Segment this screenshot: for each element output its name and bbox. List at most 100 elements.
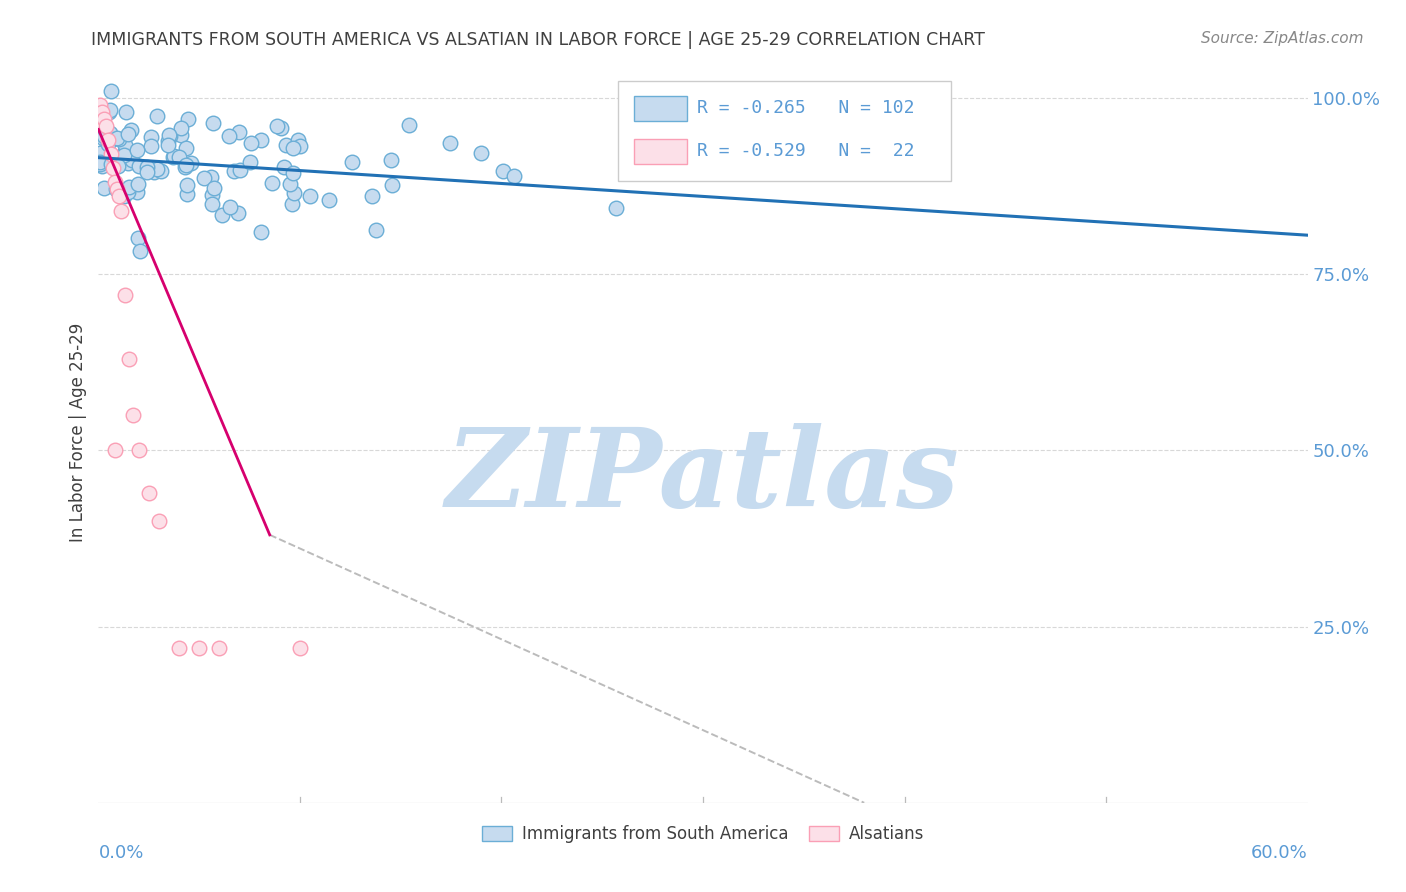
Point [127, 230, 149, 244]
FancyBboxPatch shape [634, 138, 688, 164]
Point [281, 196, 304, 211]
Point [239, 155, 262, 169]
Point [605, 201, 627, 215]
Point [228, 125, 250, 139]
Point [105, 182, 128, 196]
Point [266, 119, 288, 133]
Point [298, 189, 321, 203]
Point [115, 105, 138, 120]
Point [96, 119, 118, 133]
Point [200, 169, 222, 184]
Point [239, 136, 262, 150]
Point [107, 160, 129, 174]
FancyBboxPatch shape [634, 95, 688, 121]
Point [176, 186, 198, 201]
Point [91, 159, 114, 173]
Point [143, 165, 166, 179]
Point [287, 133, 309, 147]
Point [201, 188, 224, 202]
Point [100, 84, 122, 98]
Point [398, 119, 420, 133]
Point [125, 186, 148, 200]
Point [167, 640, 190, 655]
Point [177, 112, 200, 127]
Point [380, 153, 402, 167]
Point [107, 189, 129, 203]
Point [366, 223, 388, 237]
Point [121, 153, 143, 167]
Point [139, 130, 162, 145]
Point [138, 485, 160, 500]
Point [218, 200, 240, 214]
Point [89, 157, 111, 171]
Point [103, 443, 125, 458]
Text: Source: ZipAtlas.com: Source: ZipAtlas.com [1201, 31, 1364, 46]
Point [93, 180, 115, 194]
Point [104, 182, 127, 196]
Point [174, 160, 197, 174]
Point [202, 116, 225, 130]
Point [188, 640, 211, 655]
Point [281, 166, 304, 180]
Point [340, 155, 363, 169]
Point [118, 180, 141, 194]
Point [100, 147, 122, 161]
Point [128, 443, 150, 458]
Point [193, 170, 215, 185]
Point [176, 178, 198, 192]
Point [278, 178, 301, 192]
Point [380, 178, 402, 193]
Legend: Immigrants from South America, Alsatians: Immigrants from South America, Alsatians [475, 819, 931, 850]
Point [150, 164, 173, 178]
Point [128, 160, 150, 174]
Point [250, 133, 273, 147]
Point [163, 148, 186, 162]
Point [114, 137, 136, 152]
Point [281, 141, 304, 155]
Point [162, 150, 184, 164]
Point [180, 155, 202, 169]
Point [167, 150, 190, 164]
Text: R = -0.529   N =  22: R = -0.529 N = 22 [697, 142, 914, 160]
Point [129, 244, 152, 259]
Point [114, 144, 136, 158]
Point [107, 184, 129, 198]
Point [146, 161, 169, 176]
Point [89, 154, 111, 169]
Point [127, 177, 149, 191]
Point [503, 169, 526, 184]
Point [125, 143, 148, 157]
Point [112, 148, 135, 162]
Point [156, 134, 179, 148]
Point [91, 131, 114, 145]
Point [96, 137, 118, 152]
Point [288, 640, 311, 655]
Point [96, 136, 118, 151]
Text: R = -0.265   N = 102: R = -0.265 N = 102 [697, 99, 914, 117]
Point [288, 138, 311, 153]
Point [121, 408, 143, 422]
Point [146, 109, 169, 123]
Point [222, 164, 245, 178]
Text: 60.0%: 60.0% [1251, 844, 1308, 862]
Point [228, 163, 250, 178]
Point [112, 189, 135, 203]
Point [98, 127, 121, 141]
Point [260, 176, 283, 190]
Point [439, 136, 461, 151]
Point [170, 128, 193, 143]
Point [174, 141, 197, 155]
Point [89, 97, 111, 112]
Point [91, 104, 114, 119]
FancyBboxPatch shape [619, 81, 950, 181]
Point [105, 130, 128, 145]
Point [89, 146, 111, 161]
Point [100, 157, 122, 171]
Point [120, 123, 142, 137]
Point [97, 133, 120, 147]
Text: IMMIGRANTS FROM SOUTH AMERICA VS ALSATIAN IN LABOR FORCE | AGE 25-29 CORRELATION: IMMIGRANTS FROM SOUTH AMERICA VS ALSATIA… [91, 31, 986, 49]
Point [93, 128, 115, 143]
Point [98, 103, 121, 117]
Point [118, 351, 141, 366]
Point [250, 225, 273, 239]
